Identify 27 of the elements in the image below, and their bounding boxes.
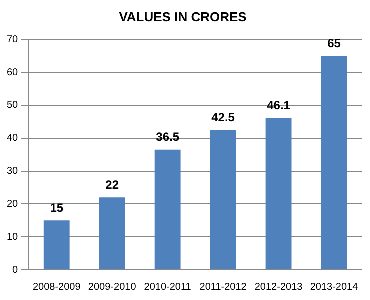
bar: [321, 56, 348, 270]
data-label: 46.1: [267, 98, 291, 113]
data-label: 15: [50, 200, 64, 215]
y-tick-label: 60: [7, 67, 19, 78]
y-tick-label: 40: [7, 133, 19, 144]
bar: [154, 150, 181, 270]
x-tick-label: 2012-2013: [254, 282, 304, 293]
y-tick-label: 0: [12, 264, 19, 276]
data-label: 65: [328, 36, 342, 50]
data-label: 22: [106, 178, 120, 192]
data-label: 36.5: [156, 130, 180, 144]
y-tick-label: 30: [7, 166, 19, 178]
x-tick-label: 2011-2012: [200, 282, 248, 293]
data-label: 42.5: [212, 110, 236, 124]
bar: [266, 118, 292, 270]
x-tick-label: 2008-2009: [32, 282, 82, 293]
bar: [44, 220, 70, 270]
x-tick-label: 2009-2010: [88, 282, 137, 293]
bar: [99, 198, 126, 270]
y-tick-label: 70: [7, 34, 19, 46]
bar: [210, 130, 236, 270]
y-tick-label: 20: [7, 198, 19, 210]
y-tick-label: 10: [7, 232, 19, 243]
x-tick-label: 2013-2014: [310, 282, 359, 293]
chart-title: VALUES IN CRORES: [119, 9, 248, 24]
y-tick-label: 50: [7, 100, 19, 112]
x-tick-label: 2010-2011: [144, 282, 192, 293]
